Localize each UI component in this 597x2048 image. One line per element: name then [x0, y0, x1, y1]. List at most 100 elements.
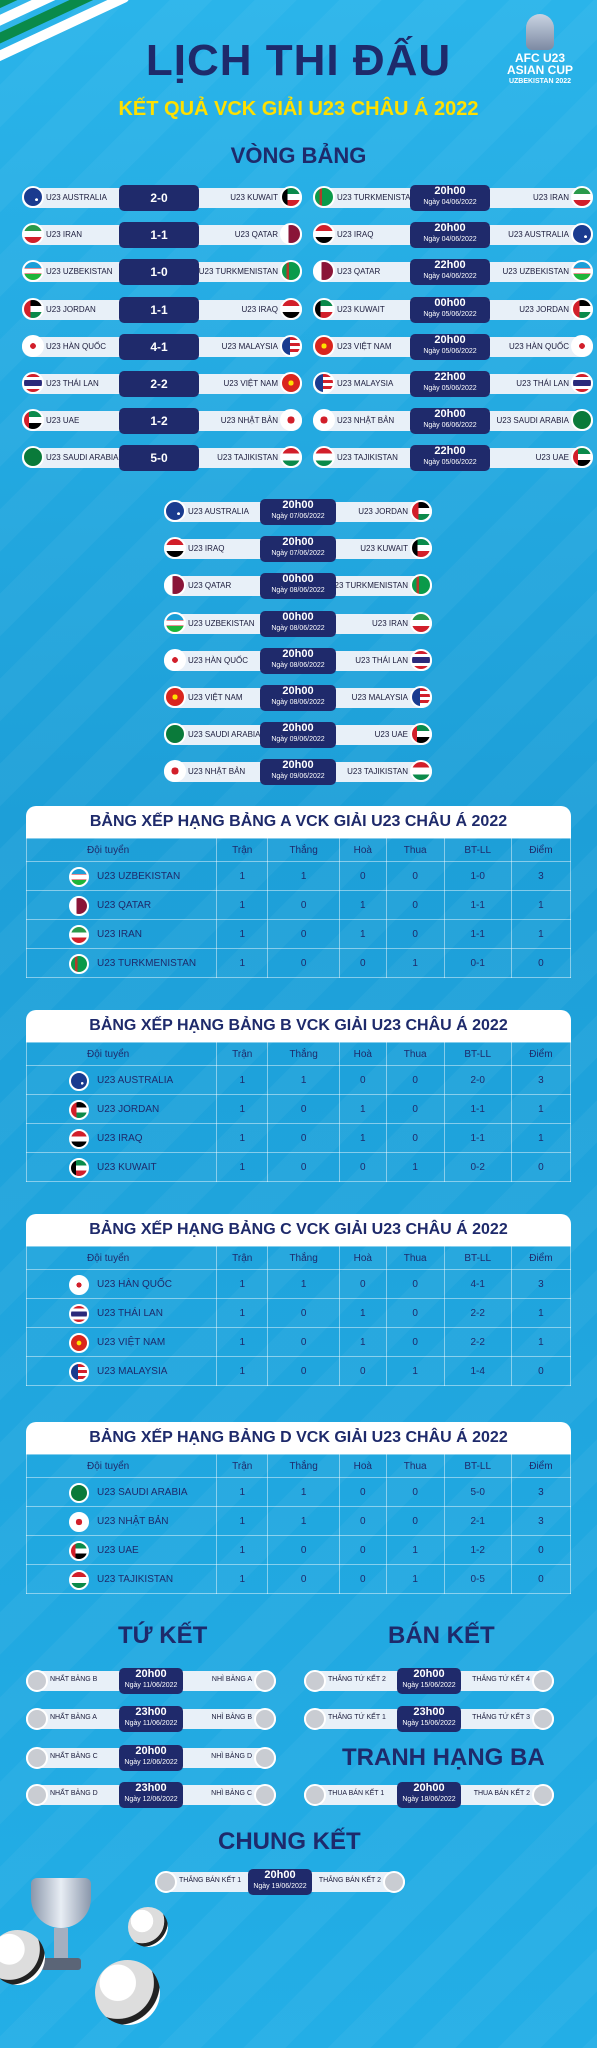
table-header-row: Đội tuyển Trận Thắng Hoà Thua BT-LL Điểm: [26, 1454, 572, 1478]
team-name: U23 UAE: [97, 1544, 139, 1556]
match-row: U23 QATAR U23 TURKMENISTAN 00h00 Ngày 08/06…: [164, 573, 432, 600]
stat-pts: 1: [510, 1094, 572, 1124]
kickoff-box: 20h00 Ngày 18/06/2022: [397, 1782, 461, 1808]
stat-w: 0: [267, 1298, 340, 1328]
stat-gd: 0-2: [443, 1152, 512, 1182]
home-team: U23 NHẬT BẢN: [188, 767, 246, 777]
away-slot: THẮNG BÁN KẾT 2: [318, 1877, 381, 1884]
column-header: BT-LL: [443, 1042, 512, 1066]
team-cell: U23 JORDAN: [26, 1094, 217, 1124]
table-row: U23 AUSTRALIA 1 1 0 0 2-0 3: [26, 1065, 572, 1095]
stat-d: 0: [338, 1065, 387, 1095]
team-cell: U23 NHẬT BẢN: [26, 1506, 217, 1536]
team-cell: U23 QATAR: [26, 890, 217, 920]
kickoff-box: 20h00 Ngày 08/06/2022: [260, 647, 336, 674]
stat-gd: 2-2: [443, 1327, 512, 1357]
jor-flag-icon: [22, 297, 44, 320]
stat-d: 1: [338, 919, 387, 949]
stat-p: 1: [215, 1152, 269, 1182]
jpn-flag-icon: [313, 409, 335, 432]
kickoff-box: 22h00 Ngày 05/06/2022: [410, 445, 490, 472]
match-date: Ngày 19/06/2022: [253, 1883, 307, 1890]
tkm-flag-icon: [410, 574, 432, 597]
kickoff-time: 20h00: [264, 1869, 296, 1881]
jor-flag-icon: [69, 1100, 89, 1120]
table-row: U23 IRAQ 1 0 1 0 1-1 1: [26, 1123, 572, 1153]
stat-d: 0: [338, 1506, 387, 1536]
aus-flag-icon: [22, 186, 44, 208]
team-cell: U23 TURKMENISTAN: [26, 948, 217, 978]
page-title: LỊCH THI ĐẤU: [145, 36, 452, 85]
stat-gd: 1-1: [443, 1094, 512, 1124]
tjk-flag-icon: [69, 1570, 89, 1590]
column-header: BT-LL: [443, 838, 512, 862]
home-slot: THUA BÁN KẾT 1: [328, 1790, 385, 1797]
standings-title: BẢNG XẾP HẠNG BẢNG A VCK GIẢI U23 CHÂU Á…: [26, 806, 571, 838]
knockout-match: THẮNG TỨ KẾT 2 THẮNG TỨ KẾT 4 20h00 Ngày 15…: [304, 1668, 554, 1694]
standings-group-d: BẢNG XẾP HẠNG BẢNG D VCK GIẢI U23 CHÂU Á…: [26, 1422, 572, 1594]
stat-gd: 1-1: [443, 919, 512, 949]
stat-l: 0: [385, 1327, 445, 1357]
score-box: 1-1: [119, 296, 199, 323]
away-slot: NHÌ BẢNG B: [211, 1714, 252, 1721]
table-row: U23 UZBEKISTAN 1 1 0 0 1-0 3: [26, 861, 572, 891]
match-date: Ngày 07/06/2022: [271, 550, 325, 558]
column-header: Trận: [215, 1042, 269, 1066]
stat-d: 1: [338, 1094, 387, 1124]
stat-d: 1: [338, 1123, 387, 1153]
column-header: Hoà: [338, 1454, 387, 1478]
stat-d: 0: [338, 1269, 387, 1299]
match-score: 1-0: [150, 265, 168, 280]
kuw-flag-icon: [410, 537, 432, 560]
stat-p: 1: [215, 1327, 269, 1357]
away-team: U23 KUWAIT: [230, 193, 278, 202]
qat-flag-icon: [280, 223, 302, 246]
knockout-match: THUA BÁN KẾT 1 THUA BÁN KẾT 2 20h00 Ngày 18…: [304, 1782, 554, 1808]
score-box: 5-0: [119, 445, 199, 472]
stat-pts: 1: [510, 1123, 572, 1153]
stat-l: 0: [385, 919, 445, 949]
stat-gd: 2-0: [443, 1065, 512, 1095]
column-header: Hoà: [338, 838, 387, 862]
match-row: U23 VIỆT NAM U23 HÀN QUỐC 20h00 Ngày 05/06/…: [313, 333, 593, 360]
column-header: Thắng: [267, 1454, 340, 1478]
home-team: U23 IRAQ: [337, 230, 374, 240]
kickoff-box: 23h00 Ngày 12/06/2022: [119, 1782, 183, 1808]
column-header: Thắng: [267, 1042, 340, 1066]
away-team: U23 IRAN: [532, 193, 569, 202]
stat-pts: 0: [510, 1535, 572, 1565]
match-date: Ngày 09/06/2022: [271, 773, 325, 781]
column-header: BT-LL: [443, 1454, 512, 1478]
stat-pts: 3: [510, 1269, 572, 1299]
match-date: Ngày 05/06/2022: [423, 385, 477, 392]
jpn-flag-icon: [164, 760, 186, 783]
home-slot: THẮNG TỨ KẾT 2: [328, 1676, 386, 1683]
stat-p: 1: [215, 890, 269, 920]
kickoff-time: 20h00: [282, 647, 314, 660]
stat-w: 0: [267, 1535, 340, 1565]
column-header: Điểm: [510, 1454, 572, 1478]
table-row: U23 THÁI LAN 1 0 1 0 2-2 1: [26, 1298, 572, 1328]
match-row: U23 KUWAIT U23 JORDAN 00h00 Ngày 05/06/2022: [313, 296, 593, 323]
stat-w: 0: [267, 1152, 340, 1182]
uae-flag-icon: [410, 723, 432, 746]
tha-flag-icon: [571, 372, 593, 394]
team-name: U23 HÀN QUỐC: [97, 1278, 173, 1290]
home-team: U23 VIỆT NAM: [337, 341, 392, 351]
match-date: Ngày 05/06/2022: [423, 310, 477, 318]
kickoff-box: 20h00 Ngày 04/06/2022: [410, 185, 490, 211]
column-header: Điểm: [510, 1246, 572, 1270]
irq-flag-icon: [164, 537, 186, 560]
logo-line3: UZBEKISTAN 2022: [508, 78, 572, 85]
stat-l: 0: [385, 1269, 445, 1299]
football-icon: [26, 1708, 48, 1730]
football-icon: [532, 1784, 554, 1806]
stat-p: 1: [215, 948, 269, 978]
football-icon: [95, 1960, 160, 2025]
away-slot: THUA BÁN KẾT 2: [473, 1790, 530, 1797]
football-icon: [128, 1907, 168, 1947]
stat-d: 0: [338, 1152, 387, 1182]
tjk-flag-icon: [313, 446, 335, 469]
score-box: 1-1: [119, 222, 199, 249]
kor-flag-icon: [164, 648, 186, 671]
